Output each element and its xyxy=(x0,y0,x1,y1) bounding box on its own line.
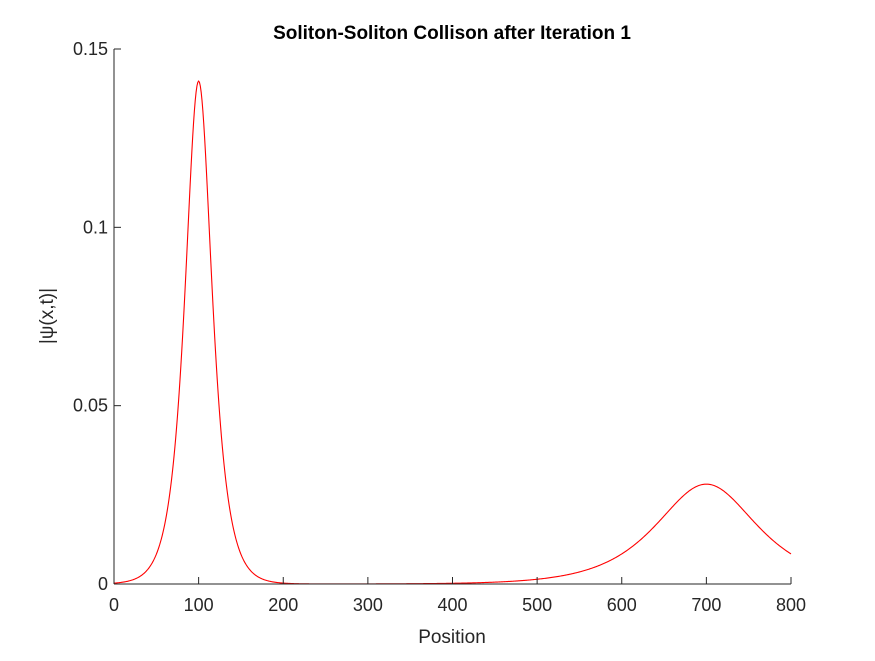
y-tick-label: 0 xyxy=(98,574,108,594)
x-tick-label: 600 xyxy=(607,595,637,615)
plot-area xyxy=(113,80,792,585)
y-axis-label: |ψ(x,t)| xyxy=(37,288,58,344)
chart-title: Soliton-Soliton Collison after Iteration… xyxy=(273,23,631,44)
x-axis-ticks: 0 100 200 300 400 500 600 700 800 xyxy=(109,577,806,615)
y-tick-label: 0.05 xyxy=(73,396,108,416)
series-line xyxy=(113,80,792,585)
x-tick-label: 200 xyxy=(268,595,298,615)
x-tick-label: 700 xyxy=(691,595,721,615)
x-tick-label: 0 xyxy=(109,595,119,615)
x-tick-label: 300 xyxy=(353,595,383,615)
x-tick-label: 500 xyxy=(522,595,552,615)
y-tick-label: 0.1 xyxy=(83,217,108,237)
x-tick-label: 400 xyxy=(437,595,467,615)
y-tick-label: 0.15 xyxy=(73,39,108,59)
x-tick-label: 800 xyxy=(776,595,806,615)
x-tick-label: 100 xyxy=(184,595,214,615)
x-axis-label: Position xyxy=(418,627,486,648)
